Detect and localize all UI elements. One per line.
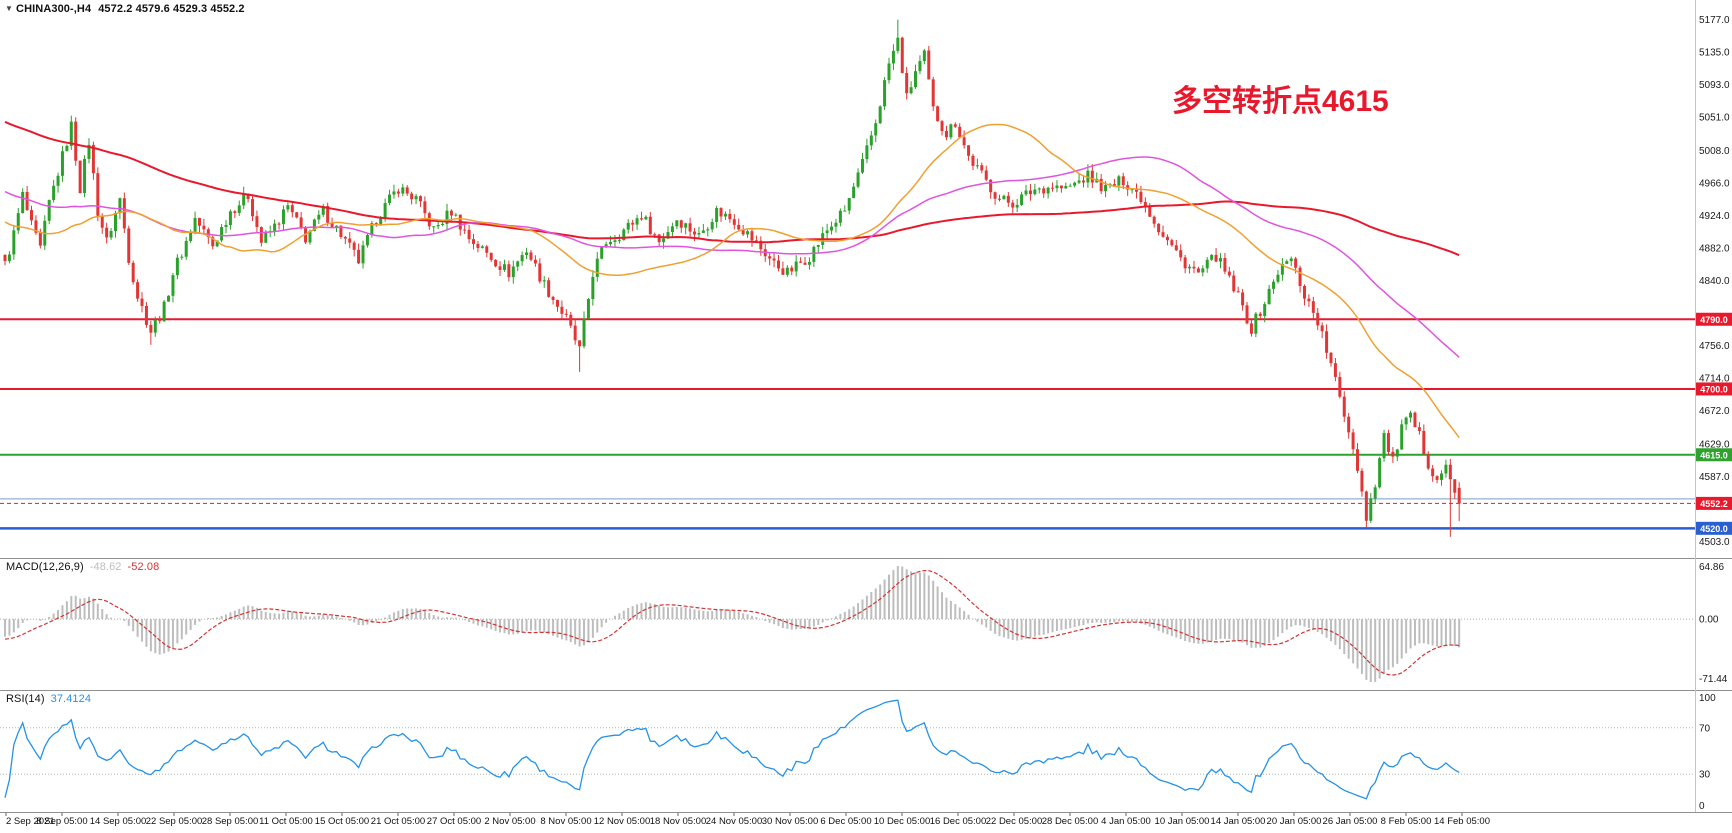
svg-text:4700.0: 4700.0	[1700, 384, 1728, 394]
rsi-value: 37.4124	[50, 693, 92, 705]
time-label: 15 Oct 05:00	[315, 816, 369, 827]
ma-medium-line	[4, 156, 1460, 358]
panel-dividers	[0, 0, 1732, 813]
time-label: 10 Jan 05:00	[1155, 816, 1210, 827]
rsi-indicator-header: RSI(14) 37.4124	[6, 693, 91, 705]
macd-signal-line	[4, 569, 1460, 676]
macd-label: MACD(12,26,9)	[6, 561, 84, 573]
svg-text:5135.0: 5135.0	[1699, 48, 1730, 59]
time-label: 18 Nov 05:00	[650, 816, 707, 827]
svg-text:64.86: 64.86	[1699, 562, 1724, 573]
time-label: 27 Oct 05:00	[427, 816, 481, 827]
ma-slow-line	[4, 120, 1460, 257]
time-label: 28 Dec 05:00	[1042, 816, 1099, 827]
symbol-timeframe-label: CHINA300-,H4	[16, 3, 92, 15]
ma-fast-line	[4, 123, 1460, 439]
svg-text:4520.0: 4520.0	[1700, 524, 1728, 534]
svg-text:4790.0: 4790.0	[1700, 315, 1728, 325]
time-label: 8 Sep 05:00	[36, 816, 87, 827]
svg-text:30: 30	[1699, 770, 1711, 781]
svg-text:4924.0: 4924.0	[1699, 211, 1730, 222]
rsi-line	[4, 699, 1460, 800]
svg-text:4587.0: 4587.0	[1699, 472, 1730, 483]
chart-symbol-header: ▼ CHINA300-,H4 4572.2 4579.6 4529.3 4552.2	[5, 3, 245, 15]
time-label: 8 Feb 05:00	[1381, 816, 1432, 827]
time-label: 26 Jan 05:00	[1323, 816, 1378, 827]
svg-text:-71.44: -71.44	[1699, 674, 1728, 685]
time-label: 16 Dec 05:00	[930, 816, 987, 827]
rsi-label: RSI(14)	[6, 693, 45, 705]
svg-text:5093.0: 5093.0	[1699, 80, 1730, 91]
price-axis: 5177.0 5135.0 5093.0 5051.0 5008.0 4966.0 4924…	[1696, 15, 1732, 548]
macd-indicator-header: MACD(12,26,9) -48.62 -52.08	[6, 561, 159, 573]
time-label: 28 Sep 05:00	[202, 816, 259, 827]
time-label: 30 Nov 05:00	[762, 816, 819, 827]
time-label: 10 Dec 05:00	[874, 816, 931, 827]
svg-text:70: 70	[1699, 723, 1711, 734]
annotation-text[interactable]: 多空转折点4615	[1172, 85, 1389, 118]
time-label: 14 Feb 05:00	[1434, 816, 1490, 827]
rsi-panel-layer: 100 70 30 0	[0, 693, 1716, 812]
time-label: 20 Jan 05:00	[1267, 816, 1322, 827]
svg-text:5051.0: 5051.0	[1699, 113, 1730, 124]
svg-text:4714.0: 4714.0	[1699, 374, 1730, 385]
time-label: 14 Sep 05:00	[90, 816, 147, 827]
time-label: 12 Nov 05:00	[594, 816, 651, 827]
time-label: 8 Nov 05:00	[540, 816, 591, 827]
svg-text:4615.0: 4615.0	[1700, 450, 1728, 460]
ohlc-values: 4572.2 4579.6 4529.3 4552.2	[98, 3, 245, 15]
svg-text:100: 100	[1699, 693, 1716, 704]
svg-text:5008.0: 5008.0	[1699, 146, 1730, 157]
macd-value-main: -48.62	[89, 561, 122, 573]
time-label: 14 Jan 05:00	[1211, 816, 1266, 827]
time-label: 6 Dec 05:00	[820, 816, 871, 827]
svg-text:4840.0: 4840.0	[1699, 276, 1730, 287]
time-label: 24 Nov 05:00	[706, 816, 763, 827]
time-label: 11 Oct 05:00	[259, 816, 313, 827]
svg-text:4629.0: 4629.0	[1699, 439, 1730, 450]
time-label: 4 Jan 05:00	[1101, 816, 1151, 827]
svg-text:5177.0: 5177.0	[1699, 15, 1730, 26]
svg-text:4882.0: 4882.0	[1699, 244, 1730, 255]
macd-value-signal: -52.08	[127, 561, 160, 573]
horizontal-lines-layer	[0, 318, 1695, 530]
svg-text:4756.0: 4756.0	[1699, 341, 1730, 352]
svg-text:4503.0: 4503.0	[1699, 537, 1730, 548]
svg-text:0: 0	[1699, 801, 1705, 812]
time-label: 2 Nov 05:00	[484, 816, 535, 827]
time-label: 22 Sep 05:00	[146, 816, 203, 827]
macd-panel-layer: 64.86 0.00 -71.44	[0, 562, 1728, 685]
time-label: 21 Oct 05:00	[371, 816, 425, 827]
time-label: 22 Dec 05:00	[986, 816, 1043, 827]
svg-text:4966.0: 4966.0	[1699, 178, 1730, 189]
moving-averages-layer	[4, 120, 1460, 439]
time-label: 2 Sep 2021	[6, 816, 55, 827]
svg-text:4552.2: 4552.2	[1700, 499, 1728, 509]
svg-text:0.00: 0.00	[1699, 615, 1719, 626]
symbol-marker-icon: ▼	[5, 4, 14, 13]
svg-text:4672.0: 4672.0	[1699, 406, 1730, 417]
